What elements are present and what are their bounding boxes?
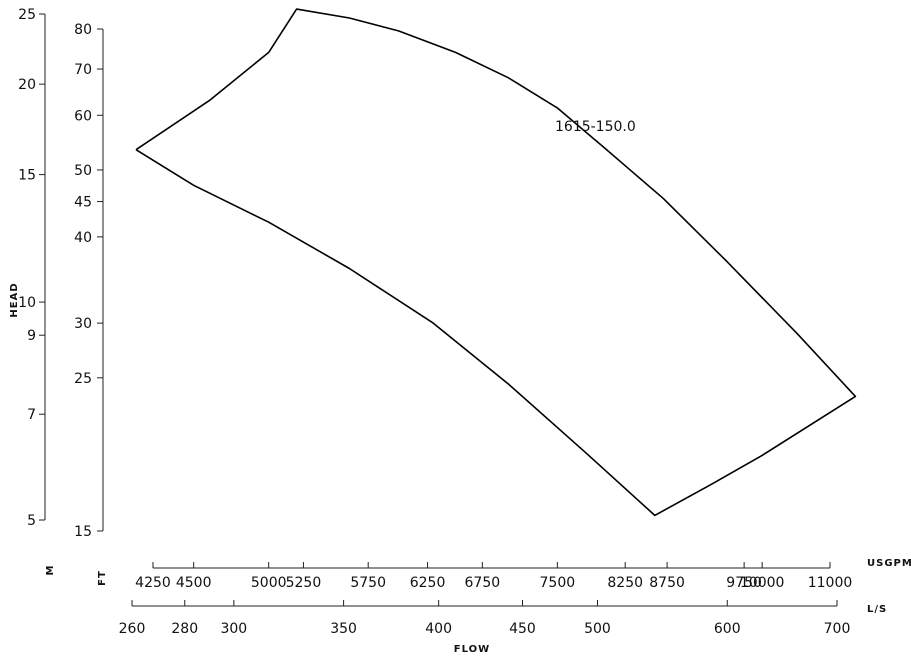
x-tick-label-usgpm: 6750 bbox=[465, 575, 501, 591]
y-tick-label-m: 20 bbox=[18, 77, 36, 93]
y-ticks-feet: 15 25 30 40 45 50 60 70 80 bbox=[74, 22, 103, 540]
x-tick-label-usgpm: 8250 bbox=[607, 575, 643, 591]
x-tick-label-lps: 500 bbox=[584, 621, 611, 637]
y-tick-label-m: 9 bbox=[27, 328, 36, 344]
x-tick-label-lps: 300 bbox=[220, 621, 247, 637]
x-tick-label-usgpm: 4250 bbox=[135, 575, 171, 591]
y-tick-label-ft: 15 bbox=[74, 524, 92, 540]
x-tick-label-usgpm: 10000 bbox=[740, 575, 785, 591]
y-unit-meters: M bbox=[45, 565, 56, 576]
x-unit-usgpm: USGPM bbox=[867, 558, 911, 569]
y-axis-label: HEAD bbox=[9, 282, 20, 317]
y-tick-label-ft: 40 bbox=[74, 230, 92, 246]
x-axis-label: FLOW bbox=[454, 644, 490, 655]
x-tick-label-lps: 400 bbox=[425, 621, 452, 637]
series-curve bbox=[136, 9, 855, 515]
y-tick-label-ft: 25 bbox=[74, 371, 92, 387]
y-tick-label-ft: 50 bbox=[74, 163, 92, 179]
y-tick-label-ft: 30 bbox=[74, 316, 92, 332]
y-tick-label-ft: 45 bbox=[74, 195, 92, 211]
x-tick-label-usgpm: 8750 bbox=[649, 575, 685, 591]
x-tick-label-lps: 600 bbox=[714, 621, 741, 637]
x-tick-label-usgpm: 5250 bbox=[286, 575, 322, 591]
y-tick-label-ft: 80 bbox=[74, 22, 92, 38]
x-unit-lps: L/S bbox=[867, 604, 887, 615]
y-unit-feet: FT bbox=[97, 570, 108, 586]
y-tick-label-ft: 60 bbox=[74, 108, 92, 124]
x-ticks-usgpm: 4250 4500 5000 5250 5750 6250 6750 7500 8250 8750… bbox=[135, 562, 852, 591]
x-tick-label-lps: 700 bbox=[824, 621, 851, 637]
x-tick-label-lps: 450 bbox=[509, 621, 536, 637]
series-label: 1615-150.0 bbox=[555, 119, 636, 135]
x-tick-label-lps: 260 bbox=[119, 621, 146, 637]
x-tick-label-usgpm: 4500 bbox=[176, 575, 212, 591]
y-tick-label-ft: 70 bbox=[74, 62, 92, 78]
x-tick-label-usgpm: 11000 bbox=[808, 575, 853, 591]
y-tick-label-m: 10 bbox=[18, 295, 36, 311]
x-tick-label-lps: 350 bbox=[330, 621, 357, 637]
series-layer: 1615-150.0 bbox=[136, 9, 855, 515]
x-tick-label-usgpm: 7500 bbox=[540, 575, 576, 591]
y-ticks-meters: 5 7 9 10 15 20 25 bbox=[18, 7, 45, 529]
y-tick-label-m: 25 bbox=[18, 7, 36, 23]
x-tick-label-usgpm: 6250 bbox=[410, 575, 446, 591]
x-tick-label-usgpm: 5750 bbox=[350, 575, 386, 591]
y-tick-label-m: 5 bbox=[27, 513, 36, 529]
y-tick-label-m: 7 bbox=[27, 407, 36, 423]
x-tick-label-lps: 280 bbox=[171, 621, 198, 637]
x-tick-label-usgpm: 5000 bbox=[251, 575, 287, 591]
y-tick-label-m: 15 bbox=[18, 168, 36, 184]
